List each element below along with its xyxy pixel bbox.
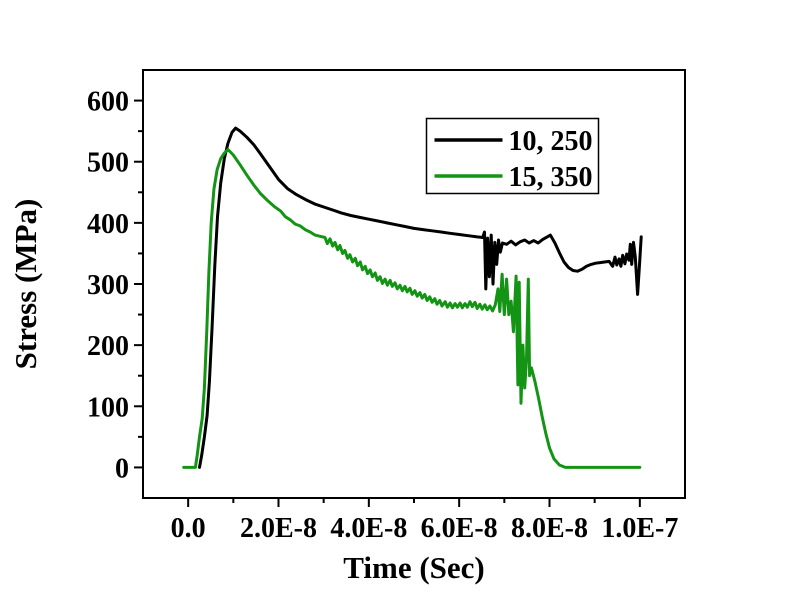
plot-box: [142, 69, 686, 499]
x-tick-label: 0.0: [171, 513, 206, 544]
y-tick-label: 400: [87, 209, 129, 240]
x-tick-label: 2.0E-8: [240, 513, 317, 544]
x-tick-label: 4.0E-8: [330, 513, 407, 544]
series-line-15-350: [182, 148, 642, 469]
y-tick-label: 200: [87, 331, 129, 362]
y-tick-label: 500: [87, 148, 129, 179]
legend-box: [425, 117, 600, 195]
legend-label: 10, 250: [509, 126, 593, 157]
y-tick-label: 600: [87, 87, 129, 118]
y-axis-title: Stress (MPa): [8, 199, 43, 370]
y-tick-label: 300: [87, 270, 129, 301]
x-tick-label: 6.0E-8: [421, 513, 498, 544]
series-line-10-250: [198, 126, 643, 469]
y-tick-label: 0: [115, 453, 129, 484]
x-axis-title: Time (Sec): [343, 550, 484, 585]
x-tick-label: 8.0E-8: [511, 513, 588, 544]
x-tick-label: 1.0E-7: [601, 513, 678, 544]
legend-label: 15, 350: [509, 162, 593, 193]
y-tick-label: 100: [87, 392, 129, 423]
